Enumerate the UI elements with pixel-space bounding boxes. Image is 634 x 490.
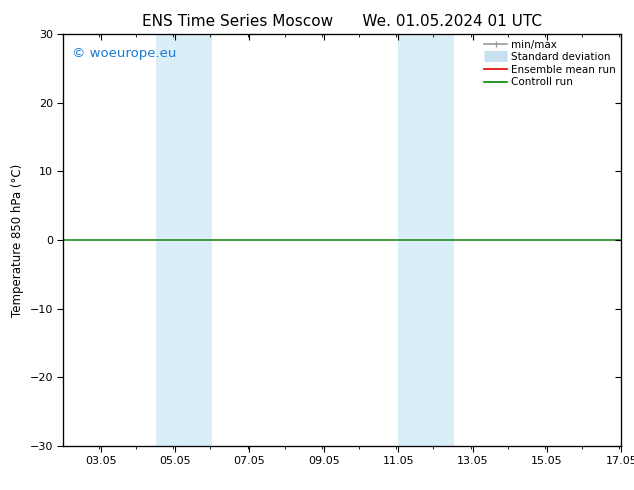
Title: ENS Time Series Moscow      We. 01.05.2024 01 UTC: ENS Time Series Moscow We. 01.05.2024 01…	[143, 14, 542, 29]
Bar	[157, 34, 212, 446]
Y-axis label: Temperature 850 hPa (°C): Temperature 850 hPa (°C)	[11, 164, 24, 317]
Text: © woeurope.eu: © woeurope.eu	[72, 47, 176, 60]
Legend: min/max, Standard deviation, Ensemble mean run, Controll run: min/max, Standard deviation, Ensemble me…	[482, 37, 618, 89]
Bar	[398, 34, 454, 446]
